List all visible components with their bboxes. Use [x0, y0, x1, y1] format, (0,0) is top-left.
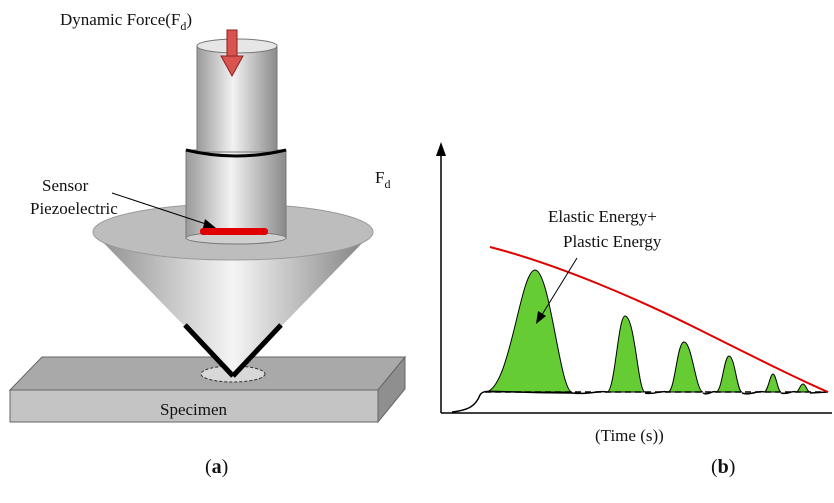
force-label-text: Dynamic Force(F	[60, 10, 180, 29]
figure: Dynamic Force(Fd) Sensor Piezoelectric S…	[0, 0, 834, 503]
caption-close: )	[729, 456, 736, 478]
peak	[485, 270, 572, 392]
y-label-text: F	[375, 168, 384, 187]
sensor-label: Sensor	[42, 176, 89, 195]
panel-b: Fd Elastic Energy+ Plastic Energy (Time …	[375, 142, 832, 478]
panel-a: Dynamic Force(Fd) Sensor Piezoelectric S…	[10, 10, 405, 478]
caption-close: )	[222, 456, 229, 478]
sensor	[200, 228, 268, 235]
signal	[452, 391, 828, 412]
caption-b: (b)	[711, 456, 735, 478]
x-label: (Time (s))	[595, 426, 664, 445]
specimen-label: Specimen	[160, 400, 228, 419]
caption-letter: b	[718, 456, 729, 478]
y-label: Fd	[375, 168, 390, 191]
force-label-close: )	[186, 10, 192, 29]
y-label-subscript: d	[384, 177, 390, 191]
y-axis-arrow	[436, 142, 446, 156]
peak	[764, 374, 781, 392]
lower-cylinder	[186, 150, 286, 238]
peak	[716, 356, 742, 392]
annotation: Elastic Energy+	[548, 207, 657, 226]
caption-a: (a)	[205, 456, 228, 478]
sensor-label: Piezoelectric	[30, 199, 118, 218]
peak	[796, 384, 810, 392]
force-label: Dynamic Force(Fd)	[60, 10, 192, 33]
peak	[607, 316, 645, 392]
peak	[668, 342, 703, 392]
caption-letter: a	[212, 456, 222, 478]
annotation: Plastic Energy	[563, 232, 662, 251]
force-arrow-shaft	[227, 30, 237, 58]
